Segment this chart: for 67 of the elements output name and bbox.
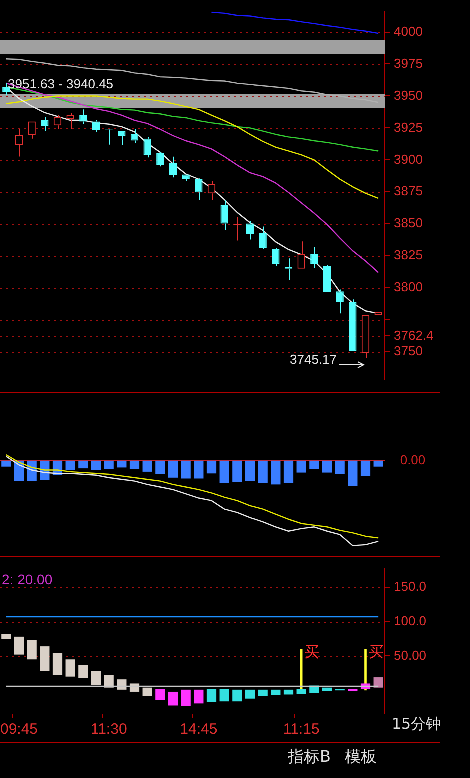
bar <box>271 690 281 696</box>
bar <box>142 688 152 696</box>
bar <box>91 671 102 686</box>
y-tick-label: 3750 <box>394 344 423 359</box>
candlestick <box>323 264 332 292</box>
bar <box>78 665 88 678</box>
bar <box>258 690 268 696</box>
y-tick-label: 3875 <box>394 184 423 199</box>
candlestick <box>195 178 203 201</box>
candlestick <box>259 226 267 250</box>
y-tick-label: 3925 <box>394 120 423 135</box>
candlestick <box>66 112 74 130</box>
data-label: 买 <box>304 643 320 662</box>
bar <box>27 640 37 660</box>
y-tick-label: 3825 <box>394 248 423 263</box>
bar <box>104 675 114 688</box>
bar <box>168 692 178 706</box>
y-tick-label: 3900 <box>394 152 423 167</box>
x-tick-label: 11:15 <box>283 721 320 738</box>
bar <box>296 689 306 694</box>
text: 15分钟 <box>392 715 442 734</box>
text: 模板 <box>345 747 377 768</box>
y-tick-label: 50.00 <box>394 648 427 663</box>
y-tick-label: 3950 <box>394 88 423 103</box>
bar <box>52 653 63 676</box>
bar <box>156 689 166 700</box>
x-tick-label: 09:45 <box>0 721 38 738</box>
bar <box>322 688 332 692</box>
annotation: 2: 20.00 <box>2 572 53 588</box>
candlestick <box>298 241 306 269</box>
candlestick <box>362 315 370 359</box>
y-tick-label: 150.0 <box>394 578 427 594</box>
candlestick <box>28 122 36 140</box>
band-label: 3951.63 - 3940.45 <box>8 76 114 92</box>
y-tick-label: 3975 <box>394 56 423 71</box>
bar <box>194 690 204 704</box>
ref-line-label: 0.00 <box>400 452 426 468</box>
candlestick <box>349 299 357 352</box>
candlestick <box>80 109 88 125</box>
y-tick-label: 4000 <box>394 24 423 39</box>
bar <box>117 680 127 690</box>
data-label: 买 <box>368 643 384 662</box>
bar <box>220 689 230 702</box>
y-tick-label: 100.0 <box>394 613 427 628</box>
y-tick-label: 3762.4 <box>394 328 434 343</box>
x-tick-label: 14:45 <box>180 721 218 738</box>
bar <box>284 690 294 695</box>
candlestick <box>182 174 190 182</box>
annotation: 3745.17 <box>290 352 337 367</box>
candlestick <box>144 136 152 158</box>
bar <box>40 646 50 672</box>
bar <box>232 690 242 702</box>
bar <box>245 690 256 699</box>
bar <box>2 634 12 639</box>
bar <box>206 689 217 702</box>
candlestick <box>220 200 228 232</box>
candlestick <box>130 128 139 144</box>
bar <box>66 660 76 677</box>
x-tick-label: 11:30 <box>90 721 128 738</box>
bar <box>374 678 384 688</box>
candlestick <box>2 82 10 96</box>
bar <box>181 690 191 706</box>
y-tick-label: 3850 <box>394 216 423 231</box>
candlestick <box>272 248 280 267</box>
bar <box>14 636 24 655</box>
text: 指标B <box>288 747 331 768</box>
y-tick-label: 3800 <box>394 280 423 295</box>
